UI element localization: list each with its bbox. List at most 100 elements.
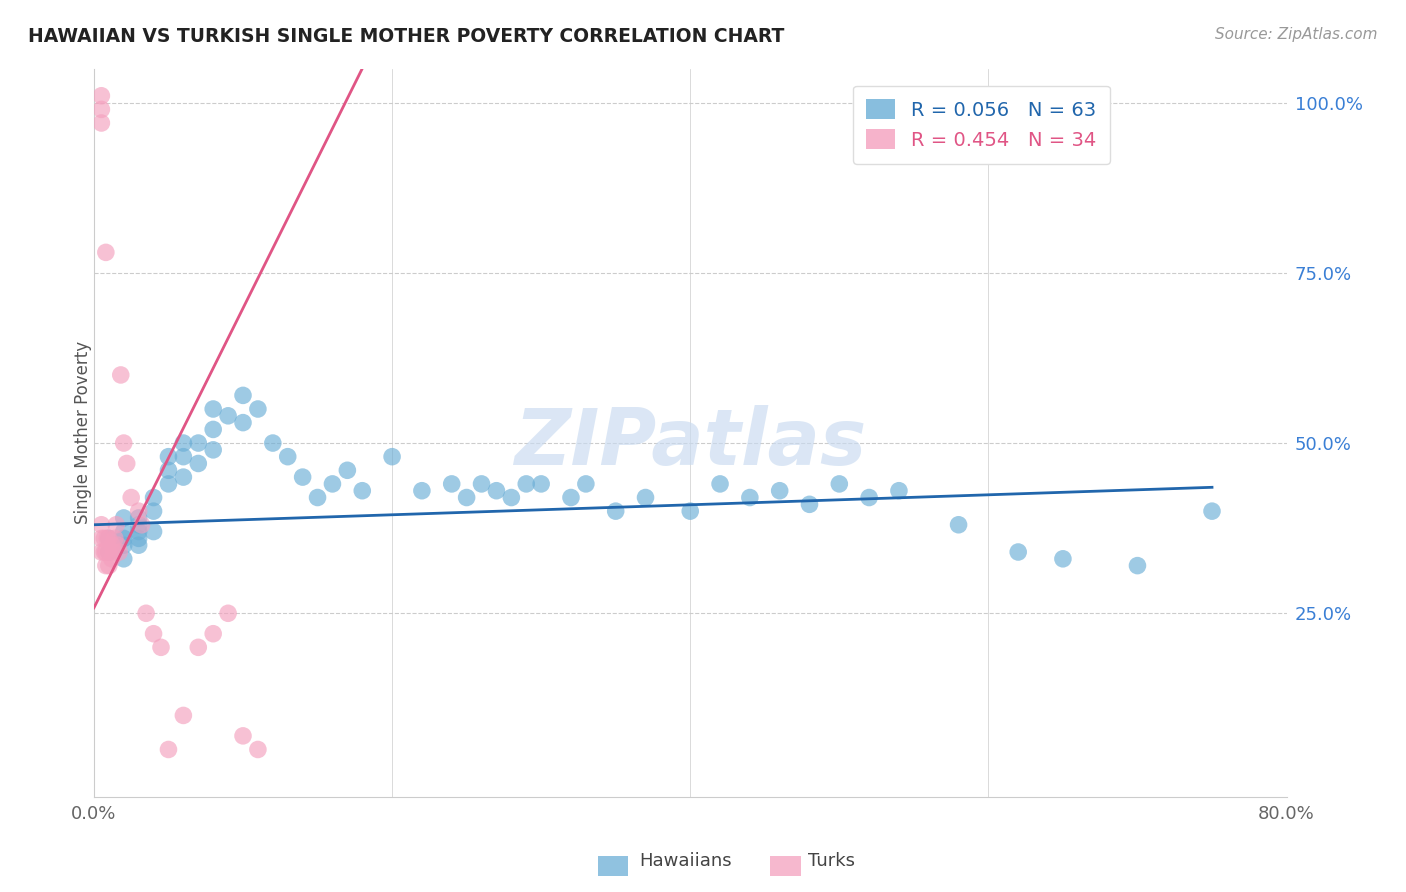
Point: [157, 450, 180, 464]
Point: [485, 483, 508, 498]
Point: [187, 436, 209, 450]
Point: [97, 532, 120, 546]
Point: [110, 368, 132, 382]
Point: [277, 450, 299, 464]
Point: [172, 436, 194, 450]
Point: [858, 491, 880, 505]
Point: [128, 517, 150, 532]
Point: [738, 491, 761, 505]
Point: [157, 476, 180, 491]
Point: [97, 558, 120, 573]
Point: [90, 88, 112, 103]
Point: [157, 742, 180, 756]
Point: [115, 457, 138, 471]
Point: [1007, 545, 1029, 559]
Point: [96, 532, 118, 546]
Point: [142, 524, 165, 539]
Point: [246, 402, 269, 417]
Point: [336, 463, 359, 477]
Point: [605, 504, 627, 518]
Point: [1052, 551, 1074, 566]
Point: [217, 409, 239, 423]
Point: [232, 416, 254, 430]
Point: [187, 457, 209, 471]
Point: [90, 116, 112, 130]
Point: [948, 517, 970, 532]
Point: [105, 517, 128, 532]
Point: [828, 476, 851, 491]
Point: [142, 504, 165, 518]
Point: [131, 517, 153, 532]
Point: [187, 640, 209, 655]
Point: [104, 532, 127, 546]
Point: [321, 476, 343, 491]
Point: [112, 436, 135, 450]
Point: [94, 558, 117, 573]
Point: [679, 504, 702, 518]
Point: [90, 103, 112, 117]
Y-axis label: Single Mother Poverty: Single Mother Poverty: [75, 342, 91, 524]
Text: Turks: Turks: [808, 852, 855, 870]
Point: [128, 504, 150, 518]
Point: [411, 483, 433, 498]
Text: HAWAIIAN VS TURKISH SINGLE MOTHER POVERTY CORRELATION CHART: HAWAIIAN VS TURKISH SINGLE MOTHER POVERT…: [28, 27, 785, 45]
Point: [157, 463, 180, 477]
Point: [1201, 504, 1223, 518]
Point: [112, 524, 135, 539]
Point: [262, 436, 284, 450]
Point: [456, 491, 478, 505]
Point: [97, 545, 120, 559]
Point: [232, 729, 254, 743]
Point: [112, 511, 135, 525]
Point: [515, 476, 537, 491]
Point: [107, 538, 129, 552]
Text: Hawaiians: Hawaiians: [640, 852, 733, 870]
Text: ZIPatlas: ZIPatlas: [515, 405, 866, 481]
Point: [172, 708, 194, 723]
Point: [90, 532, 112, 546]
Point: [575, 476, 598, 491]
Point: [135, 607, 157, 621]
Point: [291, 470, 314, 484]
Point: [128, 532, 150, 546]
Point: [93, 532, 115, 546]
Point: [246, 742, 269, 756]
Point: [709, 476, 731, 491]
Point: [112, 532, 135, 546]
Point: [128, 511, 150, 525]
Point: [150, 640, 173, 655]
Point: [94, 245, 117, 260]
Point: [634, 491, 657, 505]
Point: [470, 476, 492, 491]
Point: [128, 538, 150, 552]
Point: [120, 491, 142, 505]
Point: [202, 422, 225, 436]
Point: [440, 476, 463, 491]
Point: [501, 491, 523, 505]
Point: [560, 491, 582, 505]
Point: [217, 607, 239, 621]
Point: [769, 483, 792, 498]
Point: [172, 450, 194, 464]
Point: [232, 388, 254, 402]
Point: [94, 545, 117, 559]
Point: [108, 545, 131, 559]
Point: [142, 626, 165, 640]
Point: [93, 545, 115, 559]
Point: [202, 442, 225, 457]
Point: [97, 545, 120, 559]
Point: [103, 545, 125, 559]
Point: [799, 497, 821, 511]
Point: [307, 491, 329, 505]
Point: [128, 524, 150, 539]
Point: [202, 626, 225, 640]
Point: [90, 517, 112, 532]
Point: [172, 470, 194, 484]
Point: [101, 538, 124, 552]
Point: [1126, 558, 1149, 573]
Legend: R = 0.056   N = 63, R = 0.454   N = 34: R = 0.056 N = 63, R = 0.454 N = 34: [852, 86, 1109, 163]
Point: [381, 450, 404, 464]
Point: [142, 491, 165, 505]
Point: [530, 476, 553, 491]
Point: [97, 532, 120, 546]
